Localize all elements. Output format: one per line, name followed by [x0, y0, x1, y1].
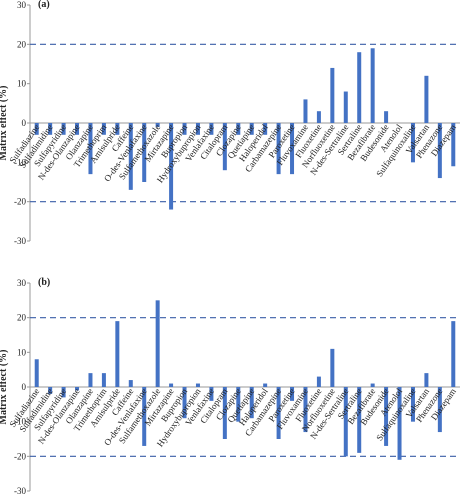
- bar: [169, 383, 174, 387]
- bar: [75, 387, 80, 391]
- bar: [182, 387, 187, 419]
- bar: [276, 123, 281, 175]
- bar: [316, 376, 321, 387]
- bar: [155, 123, 160, 127]
- bar: [451, 123, 456, 167]
- bar: [195, 123, 200, 135]
- bar: [48, 123, 53, 135]
- bar: [290, 123, 295, 175]
- bar: [303, 387, 308, 433]
- bar: [142, 387, 147, 446]
- y-tick-label: -10: [14, 157, 26, 167]
- bar: [101, 373, 106, 387]
- y-tick-label: 20: [17, 313, 27, 323]
- bar: [370, 383, 375, 387]
- bar: [182, 123, 187, 135]
- y-tick-label: 0: [22, 382, 27, 392]
- bar: [316, 111, 321, 123]
- y-tick-label: 20: [17, 39, 27, 49]
- bar: [222, 387, 227, 439]
- bar: [370, 48, 375, 124]
- bar: [169, 123, 174, 210]
- y-tick-label: 10: [17, 79, 27, 89]
- y-tick-label: 0: [22, 118, 27, 128]
- bar: [155, 300, 160, 387]
- bar: [397, 387, 402, 460]
- y-tick-label: 30: [17, 0, 27, 10]
- bar: [276, 387, 281, 439]
- y-tick-label: 30: [17, 278, 27, 288]
- bar: [209, 123, 214, 135]
- bar: [384, 387, 389, 446]
- bar: [88, 123, 93, 175]
- bar: [451, 321, 456, 387]
- bar: [236, 387, 241, 422]
- bar: [249, 123, 254, 135]
- bar: [88, 373, 93, 387]
- bar: [34, 359, 39, 387]
- bar: [195, 383, 200, 387]
- bar: [61, 123, 66, 135]
- bar: [209, 387, 214, 401]
- bar: [101, 123, 106, 135]
- bar: [34, 123, 39, 135]
- bar: [384, 111, 389, 123]
- y-tick-label: -30: [14, 486, 26, 495]
- bar: [263, 123, 268, 135]
- bar: [343, 91, 348, 123]
- y-tick-label: -10: [14, 417, 26, 427]
- bar: [330, 348, 335, 387]
- panel-label: (b): [38, 277, 50, 288]
- bar: [75, 123, 80, 135]
- bar: [410, 387, 415, 422]
- bar: [115, 123, 120, 135]
- bar: [236, 123, 241, 135]
- bar: [222, 123, 227, 171]
- bar: [249, 387, 254, 419]
- bar: [128, 380, 133, 387]
- bar: [48, 387, 53, 394]
- bar: [357, 52, 362, 124]
- y-tick-label: -20: [14, 451, 26, 461]
- bar: [303, 99, 308, 123]
- y-axis-label: Matrix effect (%): [0, 86, 9, 161]
- bar: [263, 383, 268, 387]
- y-tick-label: -30: [14, 236, 26, 246]
- bar: [128, 123, 133, 190]
- y-tick-label: -20: [14, 197, 26, 207]
- bar: [357, 387, 362, 453]
- bar: [424, 75, 429, 123]
- y-tick-label: 10: [17, 347, 27, 357]
- panel-label: (a): [38, 0, 50, 10]
- bar: [290, 387, 295, 401]
- bar: [330, 67, 335, 123]
- bar: [410, 123, 415, 163]
- bar: [424, 373, 429, 387]
- bar: [343, 387, 348, 457]
- y-axis-label: Matrix effect (%): [0, 350, 9, 425]
- bar: [437, 123, 442, 179]
- bar: [115, 321, 120, 387]
- bar: [142, 123, 147, 182]
- bar: [61, 387, 66, 398]
- bar: [437, 387, 442, 433]
